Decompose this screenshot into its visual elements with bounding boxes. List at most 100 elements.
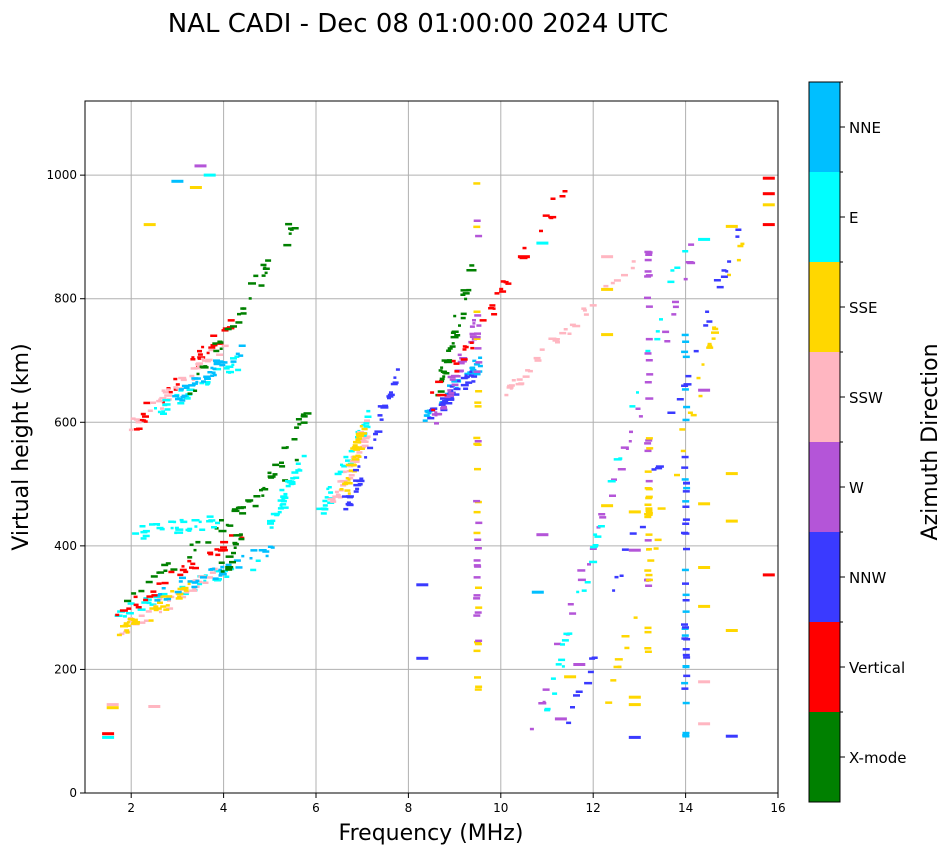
echo-mark [440,366,444,369]
colorbar-swatch [809,442,840,532]
echo-mark [363,434,368,437]
echo-mark [682,653,690,657]
echo-mark [267,471,272,475]
echo-mark [223,569,228,573]
y-tick-label: 1000 [46,168,77,182]
echo-mark [440,408,448,412]
echo-mark [265,259,272,262]
echo-mark [199,580,203,584]
echo-mark [469,366,474,370]
echo-mark [454,370,460,373]
echo-mark [681,681,689,685]
echo-mark [621,548,629,551]
echo-mark [630,266,635,270]
echo-mark [387,393,395,397]
echo-mark [460,360,467,363]
echo-mark [582,309,587,312]
echo-mark [644,470,652,473]
echo-mark [195,380,199,384]
echo-mark [431,408,436,412]
echo-mark [442,375,446,378]
echo-mark [267,522,274,525]
echo-mark [474,611,482,614]
echo-mark [158,593,163,596]
echo-mark [345,463,350,467]
echo-mark [143,619,148,622]
echo-mark [682,500,690,503]
echo-mark [441,359,449,362]
echo-mark [348,474,355,477]
echo-mark [291,438,298,441]
echo-mark [644,630,652,634]
echo-mark [454,334,461,337]
echo-mark [517,255,530,259]
echo-mark [434,422,439,425]
echo-mark [279,465,286,468]
echo-mark [106,706,119,710]
echo-mark [263,266,267,270]
echo-mark [469,264,475,267]
echo-mark [507,384,513,388]
echo-mark [233,534,242,537]
echo-mark [536,533,549,537]
echo-mark [644,296,651,300]
echo-mark [279,504,283,507]
echo-mark [473,219,481,222]
echo-mark [492,307,496,310]
echo-mark [681,687,689,690]
echo-mark [142,534,150,538]
echo-mark [621,273,628,277]
echo-mark [460,376,468,380]
echo-mark [124,599,131,603]
echo-mark [199,381,205,385]
x-tick-label: 14 [678,801,693,815]
echo-mark [147,598,152,601]
x-axis-label: Frequency (MHz) [339,821,524,846]
echo-mark [473,225,481,229]
echo-mark [474,642,482,646]
echo-mark [472,359,477,363]
echo-mark [212,342,218,345]
echo-mark [167,390,173,394]
echo-mark [160,605,167,608]
echo-mark [389,391,393,394]
echo-mark [453,387,461,391]
echo-mark [208,551,213,555]
echo-mark [431,413,436,416]
echo-mark [362,436,370,440]
echo-mark [555,663,562,666]
colorbar-tick-label: X-mode [849,749,906,767]
echo-mark [322,499,328,503]
echo-mark [161,410,166,413]
echo-mark [614,575,619,579]
echo-mark [133,418,140,421]
echo-mark [154,595,163,599]
echo-mark [584,681,593,685]
echo-mark [345,502,353,506]
echo-mark [230,325,237,328]
echo-mark [143,598,149,602]
grid [85,101,779,794]
echo-mark [288,232,292,235]
echo-mark [216,353,224,356]
echo-mark [682,599,690,602]
echo-mark [295,469,303,472]
echo-mark [347,482,353,485]
echo-mark [683,405,691,409]
echo-mark [355,438,361,442]
echo-mark [285,222,293,226]
echo-mark [281,446,288,450]
echo-mark [473,597,481,600]
echo-mark [343,455,349,459]
echo-mark [681,623,688,626]
echo-mark [191,356,195,359]
echo-mark [645,573,653,577]
echo-mark [134,622,140,625]
colorbar-tick-label: SSE [849,299,878,317]
echo-mark [442,399,449,403]
colorbar-swatch [809,262,840,352]
echo-mark [205,358,213,362]
echo-mark [473,363,480,366]
echo-mark [348,469,354,472]
